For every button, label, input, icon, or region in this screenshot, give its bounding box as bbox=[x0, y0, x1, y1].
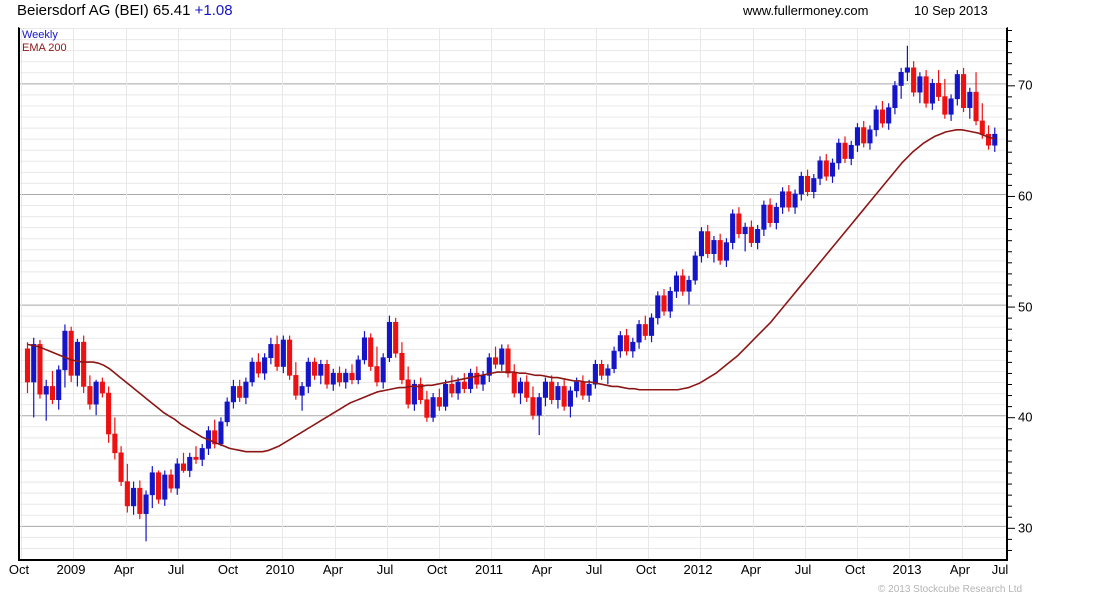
instrument-name: Beiersdorf AG (BEI) 65.41 bbox=[17, 2, 191, 19]
x-axis-label-apr: Apr bbox=[949, 562, 971, 577]
chart-legend: Weekly EMA 200 bbox=[22, 29, 67, 55]
x-axis-label-oct: Oct bbox=[8, 562, 30, 577]
y-axis-label-50: 50 bbox=[1018, 299, 1033, 315]
x-axis-label-oct: Oct bbox=[217, 562, 239, 577]
y-axis-label-70: 70 bbox=[1018, 77, 1033, 93]
y-axis-ticks bbox=[1008, 30, 1015, 551]
price-change: +1.08 bbox=[194, 2, 233, 19]
as-of-date: 10 Sep 2013 bbox=[914, 3, 988, 18]
y-axis-label-40: 40 bbox=[1018, 409, 1033, 425]
x-axis-label-2010: 2010 bbox=[265, 562, 295, 577]
x-axis-label-2013: 2013 bbox=[892, 562, 922, 577]
x-axis-label-oct: Oct bbox=[635, 562, 657, 577]
x-axis-label-jul: Jul bbox=[585, 562, 603, 577]
candlestick-svg bbox=[20, 28, 1006, 559]
x-axis-label-apr: Apr bbox=[740, 562, 762, 577]
x-axis-label-jul: Jul bbox=[794, 562, 812, 577]
x-axis-label-2011: 2011 bbox=[475, 562, 503, 577]
x-axis-label-oct: Oct bbox=[844, 562, 866, 577]
y-axis-label-60: 60 bbox=[1018, 188, 1033, 204]
y-axis-label-30: 30 bbox=[1018, 520, 1033, 536]
x-axis-label-2009: 2009 bbox=[56, 562, 86, 577]
x-axis-label-oct: Oct bbox=[426, 562, 448, 577]
site-url: www.fullermoney.com bbox=[743, 3, 869, 18]
x-axis-label-jul: Jul bbox=[991, 562, 1009, 577]
price-chart-plot-area[interactable] bbox=[18, 27, 1008, 561]
x-axis-label-apr: Apr bbox=[322, 562, 344, 577]
x-axis-label-jul: Jul bbox=[167, 562, 185, 577]
x-axis: Oct 2009 Apr Jul Oct 2010 Apr Jul Oct 2011 Apr Jul O… bbox=[0, 561, 1100, 583]
chart-header: Beiersdorf AG (BEI) 65.41 +1.08 www.full… bbox=[0, 0, 1100, 24]
x-axis-label-apr: Apr bbox=[113, 562, 135, 577]
legend-item-weekly: Weekly bbox=[22, 29, 58, 41]
x-axis-label-2012: 2012 bbox=[683, 562, 713, 577]
y-axis: 30 40 50 60 70 bbox=[1008, 27, 1100, 561]
copyright-notice: © 2013 Stockcube Research Ltd bbox=[878, 584, 1023, 595]
legend-item-ema200: EMA 200 bbox=[22, 42, 67, 54]
x-axis-label-apr: Apr bbox=[531, 562, 553, 577]
x-axis-label-jul: Jul bbox=[376, 562, 394, 577]
page-title: Beiersdorf AG (BEI) 65.41 +1.08 bbox=[17, 2, 233, 19]
